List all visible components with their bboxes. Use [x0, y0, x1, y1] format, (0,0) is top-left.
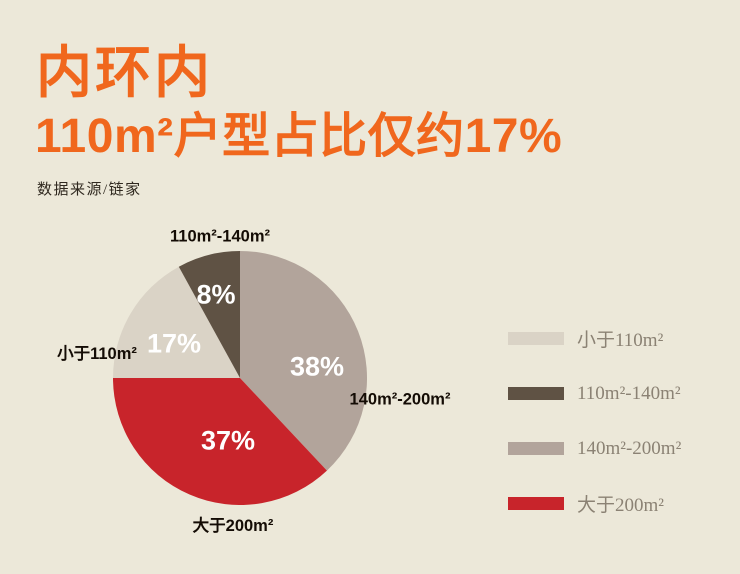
page-subtitle: 110m²户型占比仅约17% [35, 110, 563, 163]
pie-category-label: 110m²-140m² [170, 227, 270, 246]
pie-percent-label: 38% [289, 351, 345, 382]
pie-percent-label: 8% [196, 279, 236, 310]
legend-item: 大于200m² [508, 495, 681, 516]
legend-label: 110m²-140m² [577, 382, 681, 404]
pie-percent-label: 17% [146, 328, 202, 359]
pie-slice-0 [240, 251, 367, 471]
legend: 小于110m² 110m²-140m² 140m²-200m² 大于200m² [508, 330, 681, 552]
data-source-label: 数据来源/链家 [37, 182, 142, 198]
pie-slice-3 [178, 251, 240, 378]
legend-swatch [508, 332, 564, 345]
pie-slice-1 [113, 378, 327, 505]
pie-category-label: 大于200m² [192, 517, 274, 535]
legend-item: 140m²-200m² [508, 438, 681, 459]
pie-percent-label: 37% [200, 425, 256, 456]
legend-swatch [508, 497, 564, 510]
legend-swatch [508, 442, 564, 455]
pie-chart [113, 251, 367, 505]
legend-label: 大于200m² [577, 495, 664, 516]
legend-label: 小于110m² [577, 330, 664, 351]
legend-item: 小于110m² [508, 330, 681, 351]
legend-label: 140m²-200m² [577, 437, 682, 459]
legend-item: 110m²-140m² [508, 383, 681, 404]
pie-category-label: 140m²-200m² [349, 390, 451, 409]
page-title: 内环内 [36, 41, 213, 104]
pie-slice-2 [113, 266, 240, 378]
legend-swatch [508, 387, 564, 400]
pie-category-label: 小于110m² [57, 345, 137, 363]
